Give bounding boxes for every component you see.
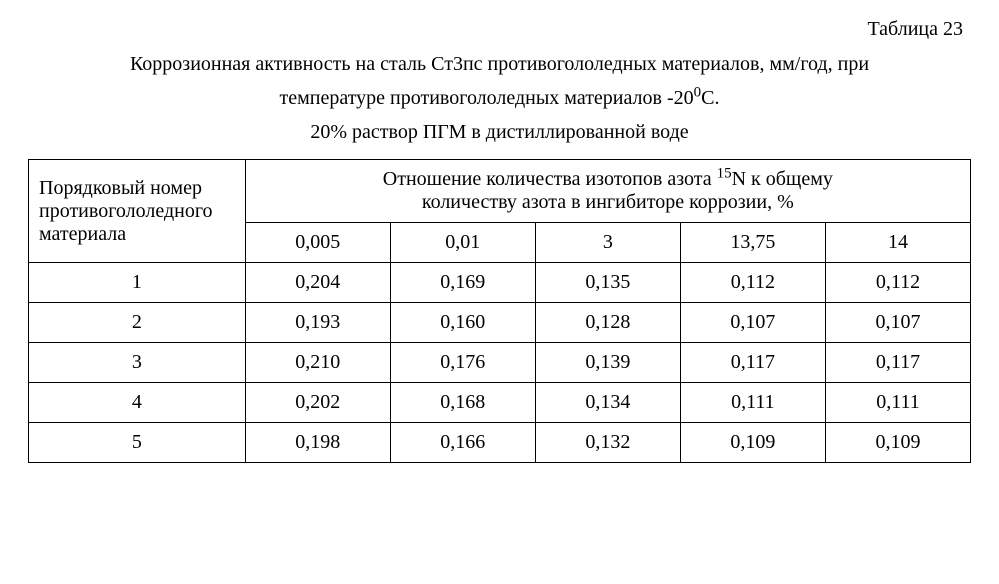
span-header-sup: 15 xyxy=(717,165,732,181)
cell: 0,135 xyxy=(535,263,680,303)
cell: 0,160 xyxy=(390,303,535,343)
cell: 0,168 xyxy=(390,383,535,423)
caption-line-3: 20% раствор ПГМ в дистиллированной воде xyxy=(310,121,688,143)
cell: 0,109 xyxy=(825,423,970,463)
span-header-a: Отношение количества изотопов азота xyxy=(383,168,717,190)
cell: 0,112 xyxy=(680,263,825,303)
cell: 0,169 xyxy=(390,263,535,303)
row-index: 1 xyxy=(29,263,246,303)
cell: 0,134 xyxy=(535,383,680,423)
col-header: 14 xyxy=(825,223,970,263)
table-row: 2 0,193 0,160 0,128 0,107 0,107 xyxy=(29,303,971,343)
cell: 0,117 xyxy=(680,343,825,383)
table-number-label: Таблица 23 xyxy=(28,18,971,41)
col-header: 3 xyxy=(535,223,680,263)
cell: 0,166 xyxy=(390,423,535,463)
row-index: 2 xyxy=(29,303,246,343)
cell: 0,139 xyxy=(535,343,680,383)
cell: 0,204 xyxy=(245,263,390,303)
cell: 0,109 xyxy=(680,423,825,463)
cell: 0,107 xyxy=(825,303,970,343)
cell: 0,193 xyxy=(245,303,390,343)
cell: 0,117 xyxy=(825,343,970,383)
table-row: 1 0,204 0,169 0,135 0,112 0,112 xyxy=(29,263,971,303)
caption-line-2a: температуре противогололедных материалов… xyxy=(279,87,693,109)
cell: 0,111 xyxy=(825,383,970,423)
cell: 0,202 xyxy=(245,383,390,423)
caption-line-2b: С. xyxy=(701,87,719,109)
cell: 0,128 xyxy=(535,303,680,343)
cell: 0,111 xyxy=(680,383,825,423)
table-row: 3 0,210 0,176 0,139 0,117 0,117 xyxy=(29,343,971,383)
row-index: 4 xyxy=(29,383,246,423)
col-header: 0,005 xyxy=(245,223,390,263)
row-header: Порядковый номер противогололедного мате… xyxy=(29,160,246,263)
table-caption: Коррозионная активность на сталь Ст3пс п… xyxy=(28,47,971,149)
caption-line-1: Коррозионная активность на сталь Ст3пс п… xyxy=(130,53,869,75)
col-header: 13,75 xyxy=(680,223,825,263)
col-header: 0,01 xyxy=(390,223,535,263)
span-header-b: N к общему xyxy=(732,168,833,190)
cell: 0,112 xyxy=(825,263,970,303)
cell: 0,210 xyxy=(245,343,390,383)
row-header-l1: Порядковый номер xyxy=(39,177,202,199)
row-index: 3 xyxy=(29,343,246,383)
row-index: 5 xyxy=(29,423,246,463)
span-header: Отношение количества изотопов азота 15N … xyxy=(245,160,970,223)
table-row: 4 0,202 0,168 0,134 0,111 0,111 xyxy=(29,383,971,423)
table-row: 5 0,198 0,166 0,132 0,109 0,109 xyxy=(29,423,971,463)
cell: 0,107 xyxy=(680,303,825,343)
cell: 0,132 xyxy=(535,423,680,463)
corrosion-table: Порядковый номер противогололедного мате… xyxy=(28,159,971,463)
span-header-l2: количеству азота в ингибиторе коррозии, … xyxy=(422,191,794,213)
cell: 0,198 xyxy=(245,423,390,463)
row-header-l3: материала xyxy=(39,223,126,245)
row-header-l2: противогололедного xyxy=(39,200,213,222)
cell: 0,176 xyxy=(390,343,535,383)
